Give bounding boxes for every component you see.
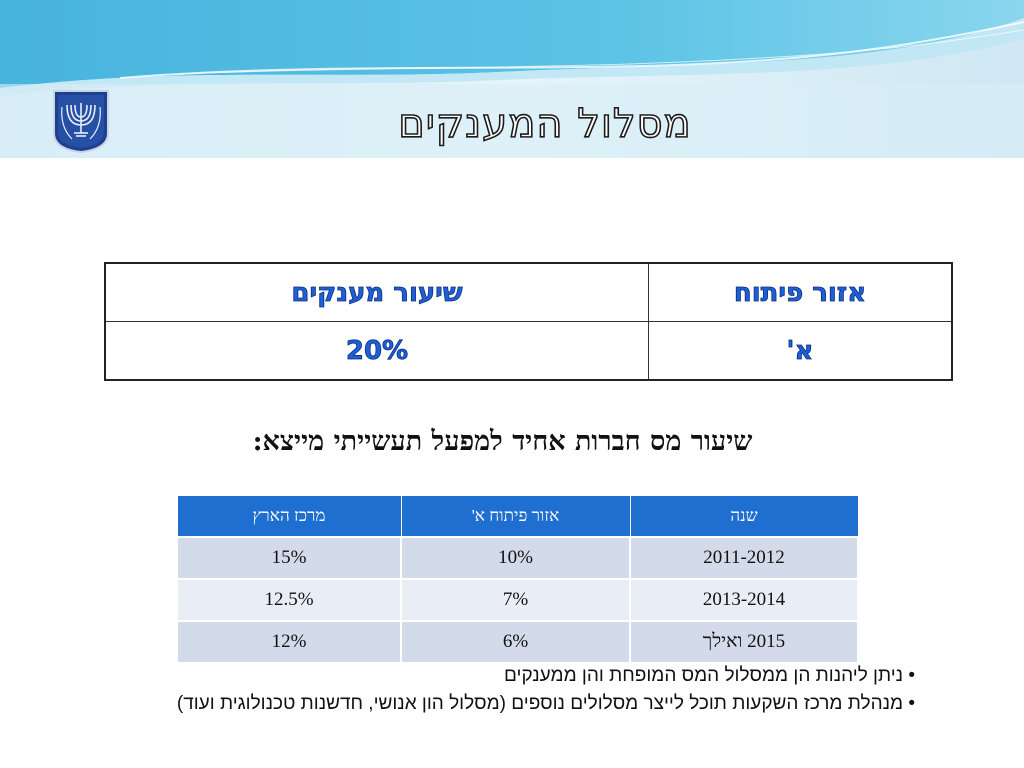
tax-header-zone-a: אזור פיתוח א' bbox=[400, 495, 631, 538]
notes-bullet-list: • ניתן ליהנות הן ממסלול המס המופחת והן מ… bbox=[120, 662, 915, 718]
tax-cell-year: 2013-2014 bbox=[629, 578, 859, 622]
tax-cell-year: 2011-2012 bbox=[629, 536, 859, 580]
tax-cell-center: 12.5% bbox=[176, 578, 402, 622]
tax-cell-center: 12% bbox=[176, 620, 402, 664]
tax-cell-zone-a: 6% bbox=[400, 620, 631, 664]
state-emblem-icon bbox=[53, 90, 109, 153]
slide-title: מסלול המענקים bbox=[397, 100, 692, 148]
tax-section-subtitle: שיעור מס חברות אחיד למפעל תעשייתי מייצא: bbox=[252, 426, 753, 457]
list-item: • ניתן ליהנות הן ממסלול המס המופחת והן מ… bbox=[504, 665, 915, 686]
tax-cell-year: 2015 ואילך bbox=[629, 620, 859, 664]
grant-cell-rate: 20% bbox=[104, 321, 649, 381]
tax-cell-zone-a: 10% bbox=[400, 536, 631, 580]
grant-table-row: א' 20% bbox=[104, 321, 953, 381]
table-row: 2011-2012 10% 15% bbox=[176, 536, 859, 580]
header-banner bbox=[0, 0, 1024, 158]
tax-header-year: שנה bbox=[629, 495, 859, 538]
grant-rate-table: אזור פיתוח שיעור מענקים א' 20% bbox=[104, 262, 953, 381]
grant-header-development-zone: אזור פיתוח bbox=[648, 262, 953, 322]
tax-header-center: מרכז הארץ bbox=[176, 495, 402, 538]
corporate-tax-table: שנה אזור פיתוח א' מרכז הארץ 2011-2012 10… bbox=[176, 495, 859, 664]
list-item: • מנהלת מרכז השקעות תוכל לייצר מסלולים נ… bbox=[176, 693, 915, 714]
table-row: 2013-2014 7% 12.5% bbox=[176, 578, 859, 622]
tax-table-header-row: שנה אזור פיתוח א' מרכז הארץ bbox=[176, 495, 859, 538]
table-row: 2015 ואילך 6% 12% bbox=[176, 620, 859, 664]
grant-table-header-row: אזור פיתוח שיעור מענקים bbox=[104, 262, 953, 322]
tax-cell-zone-a: 7% bbox=[400, 578, 631, 622]
tax-cell-center: 15% bbox=[176, 536, 402, 580]
grant-cell-zone: א' bbox=[648, 321, 953, 381]
grant-header-grant-rate: שיעור מענקים bbox=[104, 262, 649, 322]
